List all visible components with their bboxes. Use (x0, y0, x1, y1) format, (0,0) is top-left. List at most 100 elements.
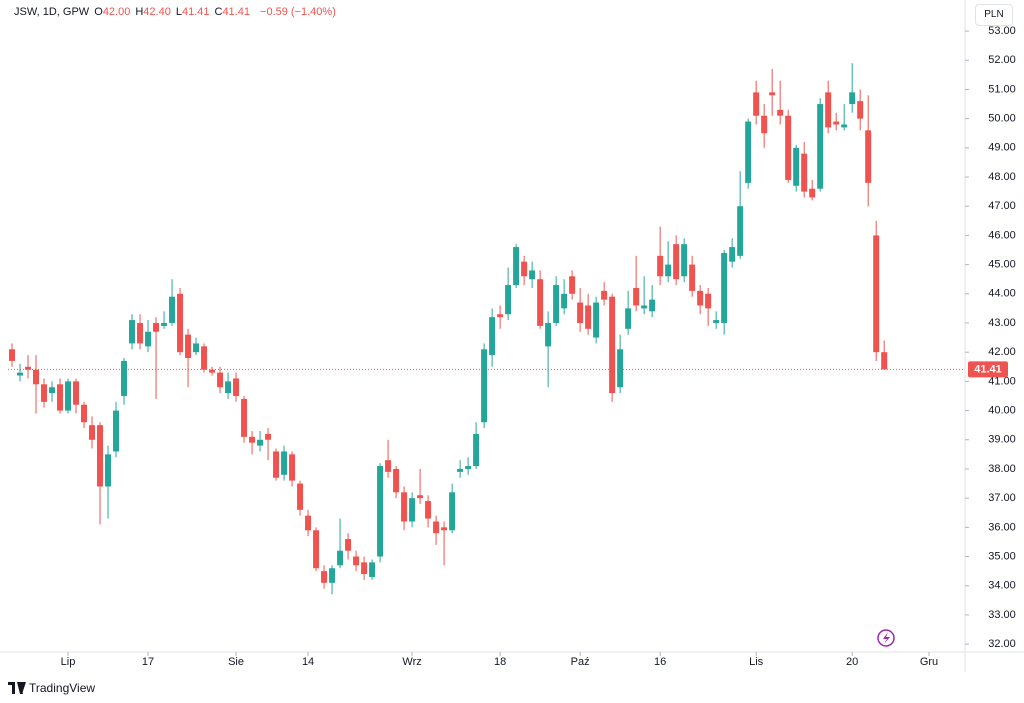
candle-body (289, 454, 296, 481)
x-tick-label: Wrz (402, 656, 421, 668)
candle-body (681, 244, 688, 277)
alert-bolt (883, 632, 890, 644)
brand: TradingView (8, 681, 95, 695)
change: −0.59 (−1.40%) (260, 6, 336, 18)
legend-label: H (135, 6, 144, 18)
y-tick-label: 43.00 (988, 317, 1016, 329)
y-tick-label: 40.00 (988, 404, 1016, 416)
candle-body (161, 322, 168, 326)
candle-body (537, 279, 544, 326)
candle-body (489, 317, 496, 356)
candle-body (761, 115, 768, 134)
ohlc: O42.00 H42.40 L41.41 C41.41 (94, 6, 255, 18)
y-tick-label: 44.00 (988, 288, 1016, 300)
alert-circle (877, 629, 895, 647)
candle-body (793, 147, 800, 186)
y-tick-label: 53.00 (988, 25, 1016, 37)
candle-body (97, 425, 104, 487)
candle-body (873, 235, 880, 353)
candle-body (177, 293, 184, 353)
candle-body (729, 247, 736, 262)
candle-body (9, 349, 16, 361)
candle-body (833, 121, 840, 125)
candle-body (553, 285, 560, 323)
candle-body (233, 378, 240, 396)
candle-body (721, 252, 728, 323)
y-tick-label: 36.00 (988, 521, 1016, 533)
candle-body (777, 109, 784, 116)
candle-body (865, 130, 872, 183)
candle-body (257, 439, 264, 446)
candle-body (353, 556, 360, 566)
candle-body (49, 387, 56, 394)
candle-body (769, 92, 776, 96)
candle-body (121, 360, 128, 396)
candle-body (193, 343, 200, 353)
candle-body (57, 384, 64, 411)
candle-body (25, 366, 32, 370)
candle-body (305, 515, 312, 531)
candle-body (401, 492, 408, 522)
y-tick-label: 35.00 (988, 550, 1016, 562)
candle-body (881, 352, 888, 370)
candle-body (241, 398, 248, 437)
candle-body (449, 492, 456, 531)
y-tick-label: 41.00 (988, 375, 1016, 387)
candle-body (265, 433, 272, 440)
candle-body (585, 305, 592, 329)
candle-body (113, 410, 120, 452)
candle-body (321, 571, 328, 583)
candle-body (41, 384, 48, 402)
candle-body (281, 451, 288, 475)
candle-body (465, 466, 472, 469)
legend-value: 41.41 (222, 6, 250, 18)
x-tick-label: Paź (571, 656, 590, 668)
y-tick-label: 48.00 (988, 171, 1016, 183)
y-tick-label: 47.00 (988, 200, 1016, 212)
candle-body (145, 331, 152, 347)
candle-body (249, 436, 256, 443)
last-price-label: 41.41 (974, 363, 1002, 375)
candle-body (713, 320, 720, 323)
candle-body (505, 285, 512, 315)
brand-name: TradingView (29, 681, 96, 695)
y-tick-label: 32.00 (988, 638, 1016, 650)
candle-body (481, 349, 488, 423)
candle-body (105, 454, 112, 487)
candles (9, 63, 888, 595)
x-tick-label: Gru (920, 656, 938, 668)
currency-button[interactable]: PLN (975, 4, 1013, 26)
candle-body (369, 562, 376, 577)
y-tick-label: 50.00 (988, 113, 1016, 125)
candle-body (705, 293, 712, 309)
candle-body (337, 550, 344, 566)
candle-body (433, 521, 440, 534)
symbol: JSW, 1D, GPW (14, 6, 90, 18)
candle-body (753, 92, 760, 116)
candle-body (457, 468, 464, 472)
candle-body (209, 369, 216, 373)
x-tick-label: 18 (494, 656, 506, 668)
alert-icon[interactable] (877, 629, 895, 647)
candle-body (409, 498, 416, 522)
candle-body (633, 287, 640, 306)
candle-body (609, 296, 616, 394)
candle-body (137, 322, 144, 344)
candle-body (785, 115, 792, 180)
candle-body (329, 568, 336, 583)
x-tick-label: 20 (846, 656, 858, 668)
candle-body (521, 261, 528, 277)
candle-body (617, 349, 624, 388)
x-tick-label: Lip (61, 656, 76, 668)
y-tick-label: 37.00 (988, 492, 1016, 504)
candle-body (529, 270, 536, 280)
candle-body (737, 206, 744, 256)
candle-body (841, 124, 848, 128)
candle-body (561, 293, 568, 309)
candle-body (417, 495, 424, 499)
y-tick-label: 33.00 (988, 609, 1016, 621)
candle-body (657, 255, 664, 277)
x-tick-label: Sie (228, 656, 244, 668)
